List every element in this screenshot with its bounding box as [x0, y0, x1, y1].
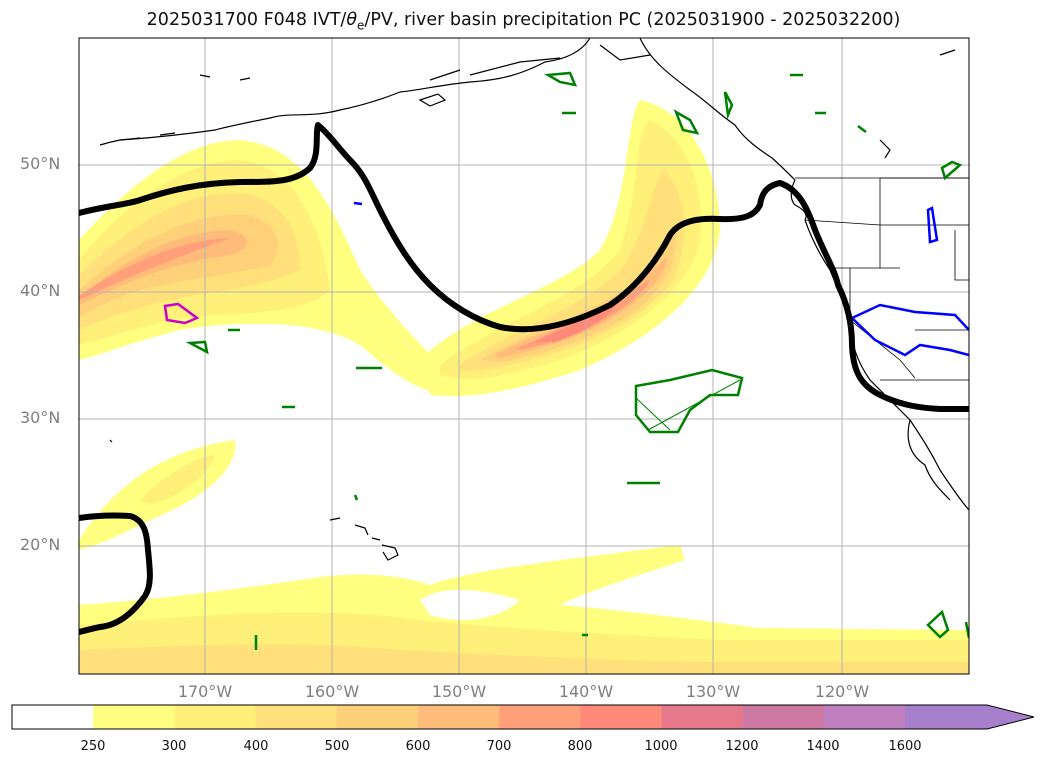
colorbar-tick-250: 250 — [80, 739, 106, 754]
colorbar-swatch — [499, 705, 581, 729]
lat-label-30n: 30°N — [20, 408, 61, 427]
colorbar-swatch — [255, 705, 338, 729]
lon-label-130w: 130°W — [685, 682, 741, 701]
precip-green-contours — [185, 71, 969, 650]
colorbar-swatch — [824, 705, 906, 729]
precip-green-13 — [634, 368, 744, 434]
lon-label-150w: 150°W — [431, 682, 487, 701]
alaska-inland — [429, 44, 651, 81]
precip-green-1 — [543, 71, 578, 87]
precip-blue-1 — [353, 201, 363, 206]
ivt-plume-east-l5 — [495, 258, 668, 358]
colorbar-swatch — [742, 705, 825, 729]
colorbar-swatch — [905, 705, 1034, 729]
alaska-coast — [99, 38, 591, 146]
precip-magenta-1 — [163, 302, 200, 325]
colorbar-tick-700: 700 — [486, 739, 512, 754]
colorbar-tick-400: 400 — [243, 739, 269, 754]
lat-label-40n: 40°N — [20, 281, 61, 300]
colorbar-tick-500: 500 — [324, 739, 350, 754]
montana-border — [880, 177, 969, 281]
colorbar-tick-600: 600 — [405, 739, 431, 754]
precip-blue-3 — [851, 303, 969, 357]
precip-blue-contours — [353, 201, 969, 357]
kodiak — [418, 93, 447, 107]
precip-blue-2 — [926, 206, 939, 244]
pv-contour-main — [79, 122, 969, 412]
colorbar-outline — [11, 704, 1035, 730]
ivt-south-gap — [420, 589, 520, 620]
precip-green-4 — [723, 91, 734, 120]
colorbar-swatch — [580, 705, 663, 729]
colorbar-tick-300: 300 — [161, 739, 187, 754]
colorbar-tick-1600: 1600 — [888, 739, 922, 754]
precip-green-9 — [185, 340, 209, 355]
precip-green-3 — [673, 109, 700, 135]
island-2 — [879, 139, 891, 159]
lat-label-50n: 50°N — [20, 154, 61, 173]
colorbar-tick-800: 800 — [567, 739, 593, 754]
hawaii — [329, 517, 399, 561]
pv-contours — [79, 122, 969, 635]
lon-label-120w: 120°W — [814, 682, 870, 701]
colorbar-swatch — [93, 705, 175, 729]
lon-label-170w: 170°W — [177, 682, 233, 701]
colorbar-tick-1200: 1200 — [725, 739, 759, 754]
colorbar-swatches — [12, 705, 1034, 729]
island-3 — [939, 49, 956, 56]
colorbar-swatch — [12, 705, 94, 729]
precip-magenta-contours — [163, 302, 200, 325]
colorbar-swatch — [418, 705, 500, 729]
map-frame — [78, 37, 970, 675]
colorbar-tick-1000: 1000 — [644, 739, 678, 754]
wa-or-border — [804, 219, 881, 226]
pv-contour-sw — [79, 512, 153, 635]
colorbar-swatch — [174, 705, 257, 729]
alaska-panhandle — [639, 38, 796, 181]
baja — [907, 419, 951, 501]
precip-green-18 — [926, 609, 950, 639]
precip-green-15 — [353, 494, 359, 501]
colorbar — [11, 704, 1035, 730]
lat-label-20n: 20°N — [20, 535, 61, 554]
map-plot — [78, 37, 970, 675]
ivt-sw-l2 — [140, 455, 215, 505]
figure-title: 2025031700 F048 IVT/θe/PV, river basin p… — [146, 10, 901, 33]
aleutians — [119, 74, 251, 141]
lon-label-160w: 160°W — [304, 682, 360, 701]
precip-green-hatch — [635, 379, 741, 431]
lon-label-140w: 140°W — [558, 682, 614, 701]
precip-green-7 — [857, 125, 867, 133]
colorbar-swatch — [336, 705, 419, 729]
precip-green-8 — [940, 160, 963, 181]
ivt-south-l3 — [79, 644, 969, 674]
colorbar-tick-1400: 1400 — [806, 739, 840, 754]
political-borders — [795, 177, 969, 381]
colorbar-swatch — [661, 705, 744, 729]
island-1 — [109, 439, 113, 443]
graticule — [79, 38, 969, 674]
